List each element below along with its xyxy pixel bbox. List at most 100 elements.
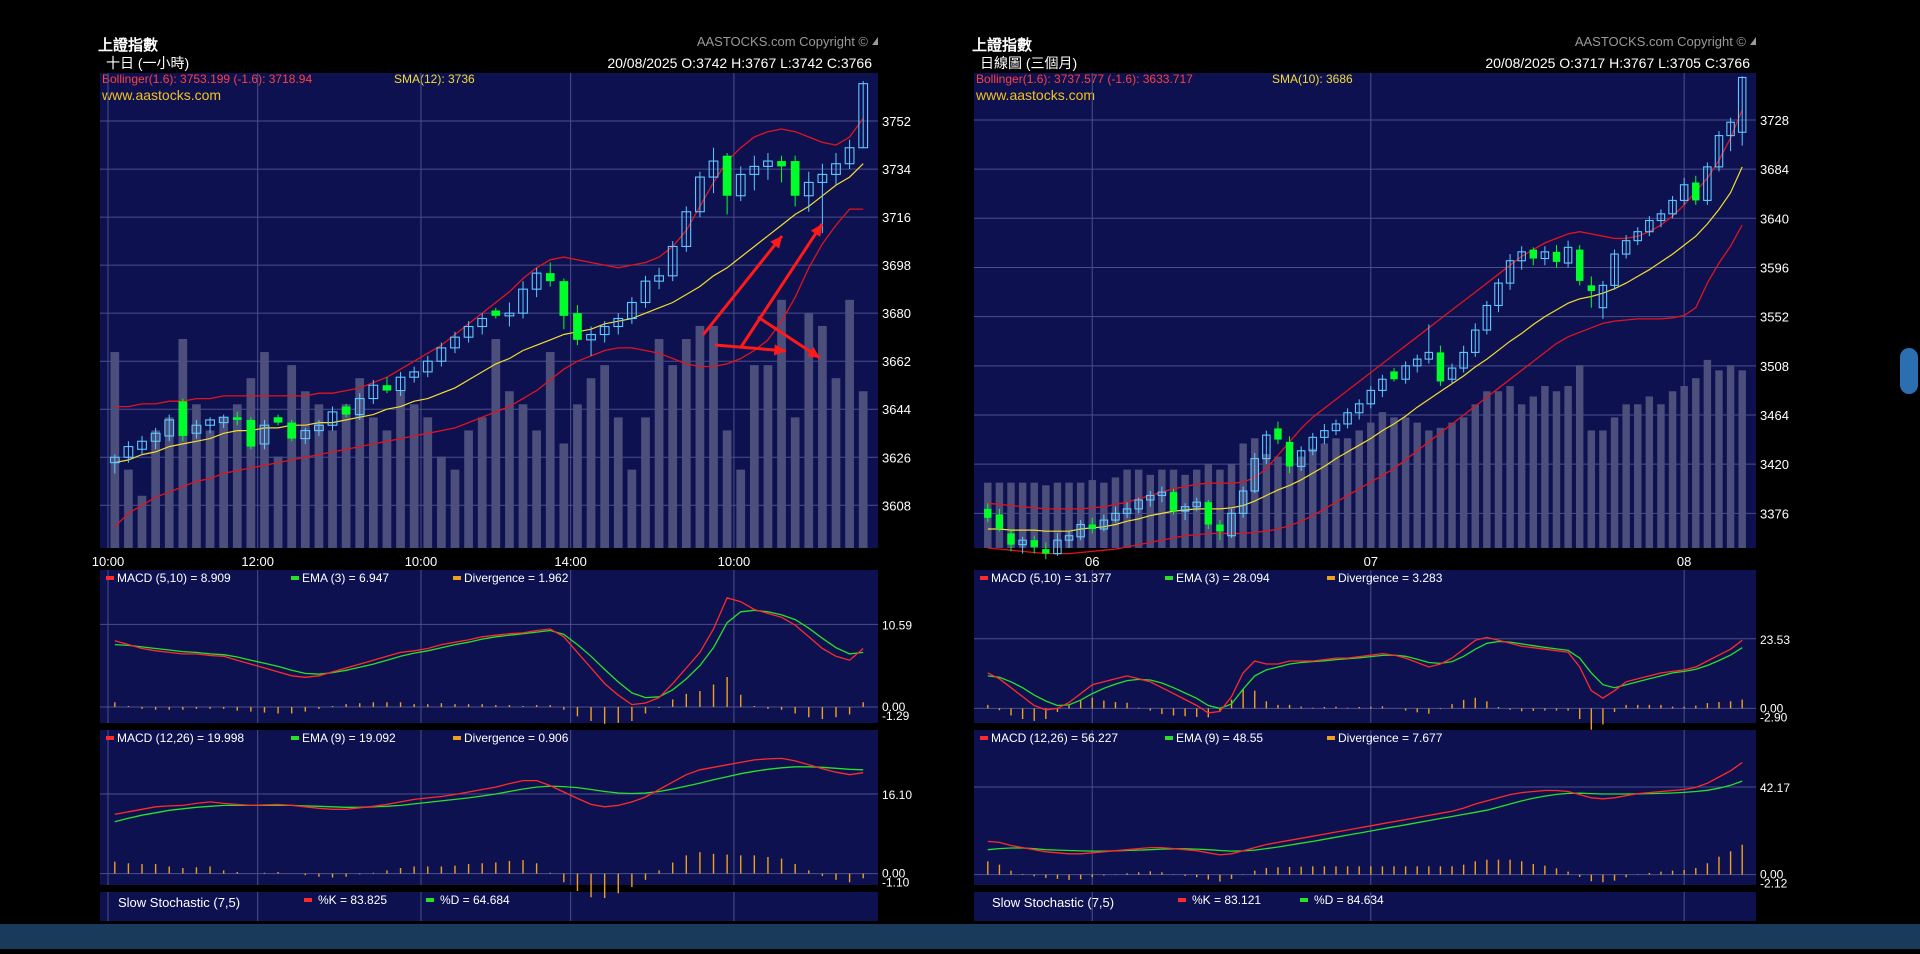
legend-macd: MACD (12,26) = 56.227 xyxy=(991,731,1118,745)
candle-body xyxy=(1042,549,1050,554)
volume-bar xyxy=(1459,417,1468,548)
legend-swatch-macd xyxy=(980,736,988,740)
volume-bar xyxy=(1007,482,1015,548)
bollinger-lower-line xyxy=(114,208,864,528)
stochastic-k: %K = 83.121 xyxy=(1192,893,1261,907)
candle-body xyxy=(1714,135,1724,168)
candle-body xyxy=(1262,434,1271,460)
volume-bar xyxy=(1262,453,1271,548)
candle-body xyxy=(1343,412,1352,425)
candle-body xyxy=(164,419,175,437)
macd-line xyxy=(987,761,1743,856)
volume-bar xyxy=(722,430,732,548)
candle-body xyxy=(654,275,664,282)
candle-body xyxy=(1447,367,1457,380)
candle-body xyxy=(640,280,651,304)
candle-body xyxy=(1401,365,1410,380)
time-tick-label: 08 xyxy=(1677,554,1691,569)
stochastic-d: %D = 84.634 xyxy=(1314,893,1384,907)
volume-bar xyxy=(1483,391,1491,548)
volume-bar xyxy=(137,495,147,548)
time-tick-label: 07 xyxy=(1364,554,1378,569)
candle-body xyxy=(1296,450,1306,467)
volume-bar xyxy=(1065,482,1073,548)
annotation-arrow xyxy=(701,235,784,336)
candle-body xyxy=(984,508,992,518)
price-tick-label: 3608 xyxy=(882,498,911,513)
candle-body xyxy=(246,419,256,447)
legend-macd: MACD (5,10) = 31.377 xyxy=(991,571,1112,585)
candle-body xyxy=(354,398,365,416)
volume-bar xyxy=(845,299,854,548)
candle-body xyxy=(150,432,161,442)
vertical-scrollbar[interactable] xyxy=(1896,0,1920,924)
volume-bar xyxy=(314,404,324,548)
candle-body xyxy=(1099,519,1109,530)
candle-body xyxy=(858,83,869,149)
legend-swatch-ema xyxy=(1165,736,1173,740)
legend-swatch-macd xyxy=(106,576,114,580)
candle-body xyxy=(681,211,692,248)
chart-period: 日線圖 (三個月) xyxy=(980,55,1077,71)
volume-bar xyxy=(341,404,351,548)
candle-body xyxy=(1517,251,1526,262)
candle-body xyxy=(1238,490,1248,514)
candle-body xyxy=(218,416,229,424)
annotation-arrowhead xyxy=(807,346,820,358)
volume-bar xyxy=(627,469,637,548)
volume-bar xyxy=(586,378,596,548)
volume-bar xyxy=(1320,443,1329,548)
volume-bar xyxy=(1401,417,1410,548)
legend-macd: MACD (12,26) = 19.998 xyxy=(117,731,244,745)
volume-bar xyxy=(1030,482,1038,548)
scrollbar-thumb[interactable] xyxy=(1900,348,1918,394)
candle-body xyxy=(1250,458,1260,492)
legend-swatch-d xyxy=(426,898,434,902)
legend-divergence: Divergence = 7.677 xyxy=(1338,731,1443,745)
volume-bar xyxy=(1610,417,1619,548)
volume-bar xyxy=(409,404,419,548)
candle-body xyxy=(178,401,188,436)
volume-bar xyxy=(1158,469,1166,548)
candle-body xyxy=(287,422,297,439)
copyright-icon xyxy=(1750,37,1756,45)
ema-signal-line xyxy=(114,609,864,699)
volume-bar xyxy=(818,325,827,548)
volume-bar xyxy=(505,391,514,548)
candle-body xyxy=(995,514,1004,529)
candle-body xyxy=(1331,423,1341,432)
candle-body xyxy=(1436,352,1445,382)
candle-body xyxy=(491,310,501,316)
macd-tick-label: -1.29 xyxy=(882,709,910,723)
candle-body xyxy=(1053,539,1062,555)
legend-swatch-macd xyxy=(980,576,988,580)
candle-body xyxy=(259,424,270,445)
volume-bar xyxy=(1332,438,1340,548)
candle-body xyxy=(1540,251,1550,260)
volume-bar xyxy=(831,378,841,548)
candle-body xyxy=(831,163,841,175)
macd-line xyxy=(114,597,864,706)
candle-body xyxy=(1459,351,1468,369)
volume-bar xyxy=(1227,464,1236,548)
volume-bar xyxy=(1726,365,1735,548)
volume-bar xyxy=(1436,427,1445,548)
candle-body xyxy=(803,181,814,197)
candle-body xyxy=(586,333,596,341)
macd-tick-label: -2.90 xyxy=(1760,710,1788,724)
macd-short-panel xyxy=(100,570,878,723)
candle-body xyxy=(1470,329,1480,353)
legend-swatch-ema xyxy=(291,576,299,580)
candle-body xyxy=(667,245,678,277)
time-tick-label: 12:00 xyxy=(241,554,274,569)
volume-bar xyxy=(532,430,541,548)
candle-body xyxy=(1076,523,1085,538)
volume-bar xyxy=(396,391,405,548)
volume-bar xyxy=(1285,459,1294,548)
macd-tick-label: 0.00 xyxy=(882,867,906,881)
legend-macd: MACD (5,10) = 8.909 xyxy=(117,571,231,585)
stochastic-panel xyxy=(100,892,878,921)
time-tick-label: 10:00 xyxy=(405,554,438,569)
candle-body xyxy=(205,419,215,426)
candle-body xyxy=(613,317,624,328)
